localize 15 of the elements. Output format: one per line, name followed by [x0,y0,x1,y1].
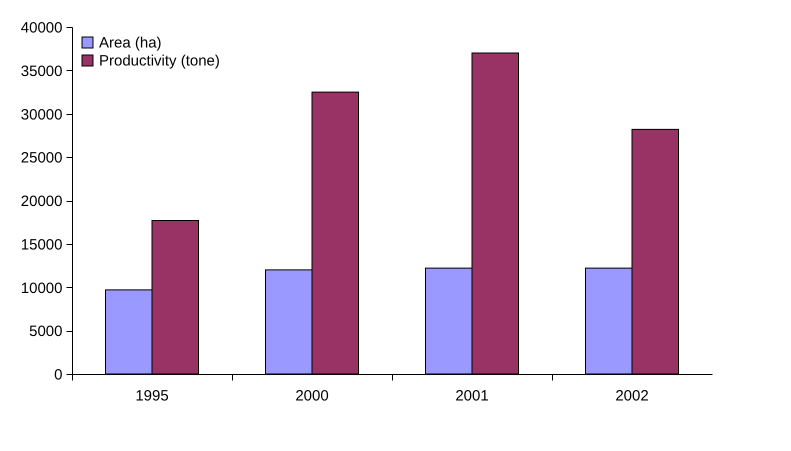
x-tick-label: 2001 [455,388,489,404]
y-tick-label: 0 [54,366,62,384]
legend-label: Productivity (tone) [99,52,220,70]
x-tick-label: 1995 [135,388,169,404]
y-tick-label: 5000 [29,323,62,340]
y-tick-label: 40000 [20,20,62,36]
y-tick-label: 10000 [20,280,62,297]
y-tick-label: 30000 [20,106,62,124]
y-tick-label: 15000 [20,236,62,254]
x-tick-label: 2000 [295,388,329,404]
legend-label: Area (ha) [99,34,162,52]
y-tick-label: 35000 [20,62,62,80]
y-tick-label: 25000 [20,150,62,167]
x-tick-label: 2002 [615,388,649,404]
y-tick-label: 20000 [20,193,62,210]
